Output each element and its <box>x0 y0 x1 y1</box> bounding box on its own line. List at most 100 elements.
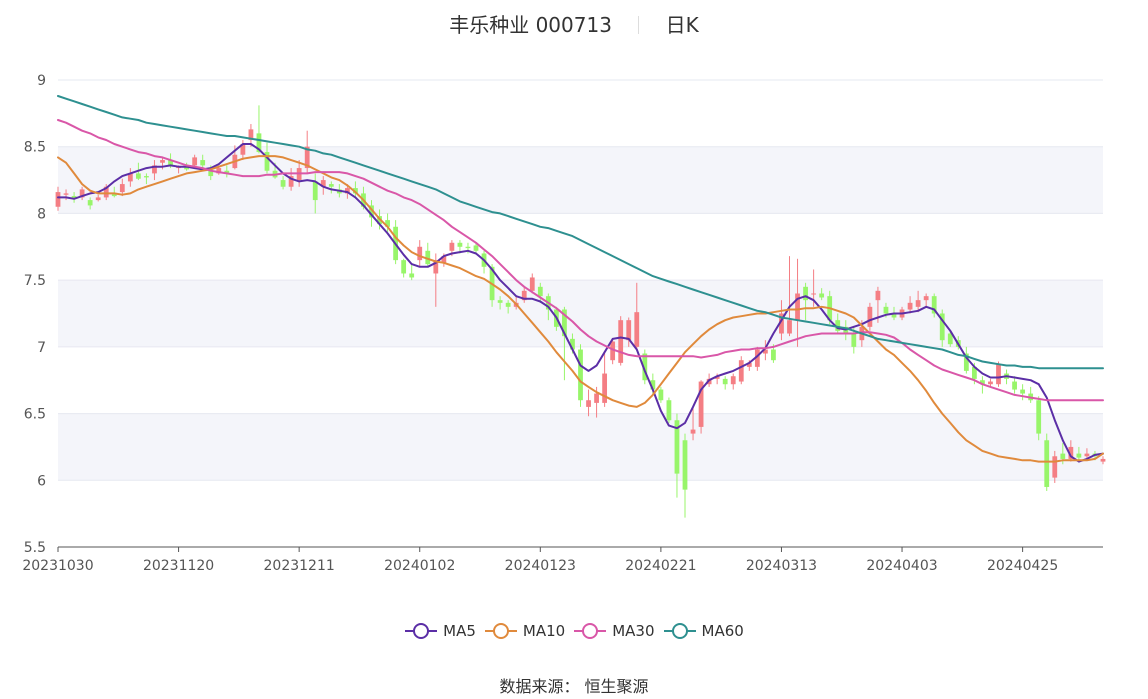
legend-item-ma60[interactable]: MA60 <box>663 621 744 641</box>
y-tick-label: 5.5 <box>24 540 46 556</box>
candle-body <box>1100 458 1106 462</box>
y-tick-label: 6.5 <box>24 407 46 423</box>
x-tick-label: 20240403 <box>866 558 937 574</box>
x-tick-label: 20240425 <box>987 558 1058 574</box>
candle-body <box>738 360 744 382</box>
legend-label: MA10 <box>522 622 566 640</box>
candle-body <box>730 376 736 385</box>
candle-body <box>931 296 937 314</box>
candle-body <box>746 362 752 367</box>
candle-body <box>754 349 760 367</box>
candle-body <box>915 300 921 307</box>
candle-body <box>433 260 439 274</box>
legend-item-ma30[interactable]: MA30 <box>573 621 655 641</box>
candle-body <box>369 205 374 218</box>
candle-body <box>312 181 318 201</box>
candle-body <box>562 309 567 337</box>
legend-label: MA5 <box>443 622 476 640</box>
candle-body <box>144 176 149 178</box>
candle-body <box>963 353 969 371</box>
candle-body <box>988 381 993 385</box>
legend-label: MA30 <box>612 622 655 640</box>
candle-body <box>570 338 575 350</box>
candle-body <box>328 184 334 187</box>
legend-marker-icon <box>405 623 438 639</box>
candle-body <box>71 196 77 199</box>
candle-body <box>762 349 768 354</box>
candle-body <box>907 302 913 310</box>
y-tick-label: 9 <box>37 73 46 89</box>
candle-body <box>722 378 728 385</box>
candle-body <box>473 245 479 251</box>
candle-body <box>457 242 463 247</box>
candle-body <box>698 381 704 427</box>
candle-body <box>1044 440 1050 487</box>
candle-body <box>529 277 535 291</box>
candle-body <box>441 256 447 263</box>
candle-body <box>875 290 881 301</box>
candle-body <box>449 242 455 251</box>
candle-body <box>1052 456 1058 478</box>
x-tick-label: 20231211 <box>264 558 335 574</box>
candle-body <box>947 333 953 345</box>
candle-body <box>184 166 190 170</box>
candle-body <box>779 313 784 334</box>
candle-body <box>883 306 889 314</box>
candle-body <box>55 192 61 207</box>
candle-body <box>127 173 133 182</box>
candle-body <box>787 320 792 334</box>
candle-body <box>996 364 1001 385</box>
candle-body <box>409 273 415 278</box>
candle-body <box>835 320 841 331</box>
x-tick-label: 20231120 <box>143 558 214 574</box>
candle-body <box>288 176 294 187</box>
candle-body <box>1012 381 1017 390</box>
candle-body <box>87 200 93 206</box>
candle-body <box>135 173 141 179</box>
data-source: 数据来源： 恒生聚源 <box>499 677 649 696</box>
y-tick-label: 7 <box>37 340 46 356</box>
candle-body <box>867 306 873 327</box>
candle-body <box>1084 453 1090 457</box>
stock-name: 丰乐种业 000713 <box>449 13 612 37</box>
candle-body <box>795 293 800 321</box>
candle-body <box>714 376 720 379</box>
candle-body <box>851 333 857 347</box>
legend-label: MA60 <box>701 622 744 640</box>
candle-body <box>939 313 945 341</box>
candle-body <box>980 380 985 385</box>
candle-body <box>602 373 608 403</box>
candle-body <box>168 160 173 166</box>
candle-body <box>618 320 624 363</box>
candle-body <box>304 146 310 169</box>
candle-body <box>79 189 85 198</box>
candle-body <box>923 296 929 301</box>
x-tick-label: 20240123 <box>505 558 576 574</box>
candle-body <box>280 180 286 187</box>
y-tick-label: 8 <box>37 206 46 222</box>
x-tick-label: 20231030 <box>22 558 93 574</box>
candle-body <box>160 160 165 163</box>
candle-body <box>610 341 616 361</box>
candle-body <box>803 286 808 301</box>
candle-body <box>682 440 688 490</box>
candle-body <box>811 293 817 295</box>
legend-marker-icon <box>484 623 517 639</box>
x-tick-label: 20240221 <box>625 558 696 574</box>
legend-item-ma10[interactable]: MA10 <box>484 621 565 641</box>
candle-body <box>1068 446 1074 459</box>
y-tick-label: 7.5 <box>24 273 46 289</box>
candle-body <box>819 293 825 298</box>
candle-body <box>256 133 262 153</box>
candle-body <box>224 170 230 174</box>
candle-body <box>208 170 214 177</box>
y-tick-label: 8.5 <box>24 140 46 156</box>
candle-body <box>891 313 897 318</box>
legend-item-ma5[interactable]: MA5 <box>404 621 476 641</box>
candle-body <box>634 312 640 347</box>
candle-body <box>344 188 350 194</box>
candle-body <box>417 246 423 261</box>
candle-body <box>353 188 358 194</box>
x-tick-label: 20240313 <box>746 558 817 574</box>
ma-line-ma10 <box>57 155 1104 463</box>
